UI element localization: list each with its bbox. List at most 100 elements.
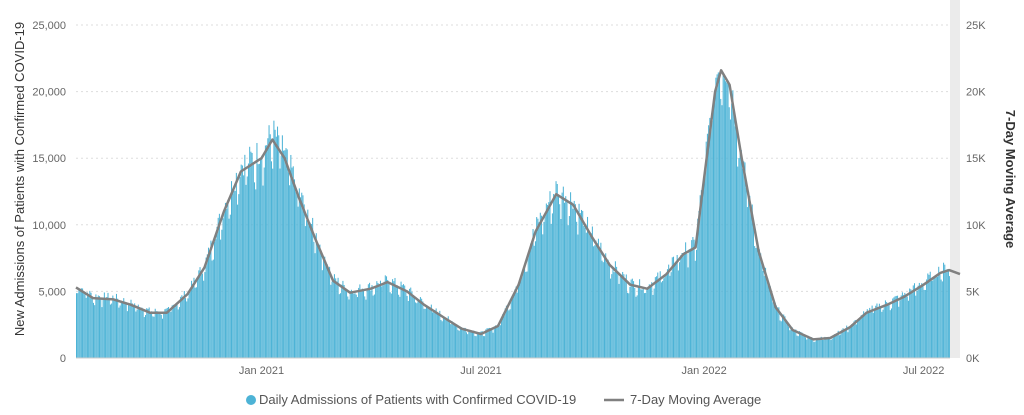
daily-bar: [494, 325, 497, 358]
daily-bar: [906, 296, 908, 358]
daily-bar: [666, 269, 668, 358]
daily-bar: [284, 150, 286, 358]
daily-bar: [846, 325, 848, 358]
daily-bar: [191, 280, 193, 358]
daily-bar: [830, 339, 832, 358]
daily-bar: [310, 224, 312, 358]
daily-bar: [835, 335, 837, 358]
legend-bar-label[interactable]: Daily Admissions of Patients with Confir…: [259, 392, 576, 407]
daily-bar: [646, 289, 648, 358]
daily-bar: [893, 297, 895, 358]
daily-bar: [269, 134, 271, 358]
daily-bar: [533, 245, 535, 358]
daily-bar: [880, 308, 882, 358]
daily-bar: [618, 283, 620, 358]
daily-bar: [302, 195, 304, 358]
daily-bar: [527, 252, 529, 358]
daily-bar: [568, 216, 570, 358]
daily-bar: [491, 329, 493, 358]
daily-bar: [140, 308, 142, 358]
daily-bar: [515, 286, 517, 358]
daily-bar: [209, 253, 211, 358]
daily-bar: [708, 125, 710, 358]
daily-bar: [774, 302, 776, 358]
daily-bar: [304, 226, 306, 358]
legend-bar-marker[interactable]: [246, 395, 256, 405]
right-edge-band: [950, 0, 960, 358]
daily-bar: [745, 187, 747, 358]
daily-bar: [824, 336, 826, 358]
y-axis-left-title: New Admissions of Patients with Confirme…: [12, 22, 27, 336]
daily-bar: [120, 300, 122, 358]
daily-bar: [723, 78, 725, 359]
daily-bar: [554, 196, 556, 358]
daily-bar: [788, 326, 790, 358]
daily-bar: [119, 305, 121, 358]
daily-bar: [761, 263, 763, 358]
y-axis-right-title: 7-Day Moving Average: [1003, 110, 1018, 248]
y-axis-right-ticks: 0K 5K 10K 15K 20K 25K: [966, 20, 986, 365]
daily-bar: [412, 295, 414, 358]
daily-bar: [698, 210, 700, 358]
daily-bar: [549, 191, 551, 358]
daily-bar: [336, 281, 338, 358]
daily-bar: [342, 280, 344, 358]
daily-bar: [560, 219, 562, 358]
daily-bar: [668, 264, 670, 358]
daily-bar: [768, 283, 770, 358]
daily-bar: [145, 315, 147, 358]
daily-bar: [99, 296, 101, 358]
daily-bar: [603, 255, 606, 358]
daily-bar: [84, 294, 86, 358]
daily-bar: [519, 282, 521, 358]
daily-bar: [898, 306, 900, 358]
daily-bar: [226, 208, 228, 358]
daily-bar: [100, 298, 102, 358]
daily-bar: [909, 288, 911, 358]
daily-bar: [365, 299, 367, 358]
daily-bar: [543, 221, 545, 358]
daily-bar: [232, 193, 234, 358]
daily-bar: [154, 308, 156, 358]
daily-bar: [233, 189, 235, 358]
daily-bar: [109, 304, 111, 358]
daily-bar: [859, 318, 861, 358]
daily-bar: [534, 241, 536, 358]
daily-bar: [897, 295, 899, 358]
daily-bar: [125, 302, 127, 358]
daily-bar: [522, 270, 524, 358]
daily-bar: [290, 154, 292, 358]
daily-bar: [301, 192, 303, 358]
daily-bar: [146, 308, 148, 358]
daily-bar: [371, 285, 373, 358]
daily-bar: [899, 300, 901, 358]
legend-line-label[interactable]: 7-Day Moving Average: [630, 392, 761, 407]
daily-bar: [182, 298, 184, 358]
daily-bar: [566, 199, 568, 358]
daily-bar: [685, 242, 687, 358]
daily-bar: [545, 203, 547, 358]
daily-bar: [261, 155, 263, 358]
daily-bar: [480, 331, 482, 358]
daily-bar: [547, 205, 549, 358]
daily-bar: [611, 274, 613, 358]
daily-bar: [864, 315, 866, 358]
x-tick-label: Jul 2021: [460, 365, 502, 377]
daily-bar: [212, 259, 214, 358]
daily-bar: [413, 296, 415, 358]
daily-bar: [292, 166, 294, 358]
daily-bar: [641, 289, 643, 358]
daily-bar: [887, 303, 889, 358]
daily-bar: [210, 240, 212, 358]
daily-bar: [249, 146, 251, 358]
daily-bar: [715, 77, 717, 359]
daily-bar: [907, 300, 909, 358]
daily-bar: [564, 202, 566, 358]
daily-bar: [77, 293, 79, 358]
daily-bar: [324, 256, 326, 358]
daily-bar: [296, 193, 298, 358]
daily-bar: [425, 305, 427, 358]
daily-bar: [828, 338, 830, 358]
daily-bar: [809, 338, 811, 358]
daily-bar: [178, 307, 180, 358]
